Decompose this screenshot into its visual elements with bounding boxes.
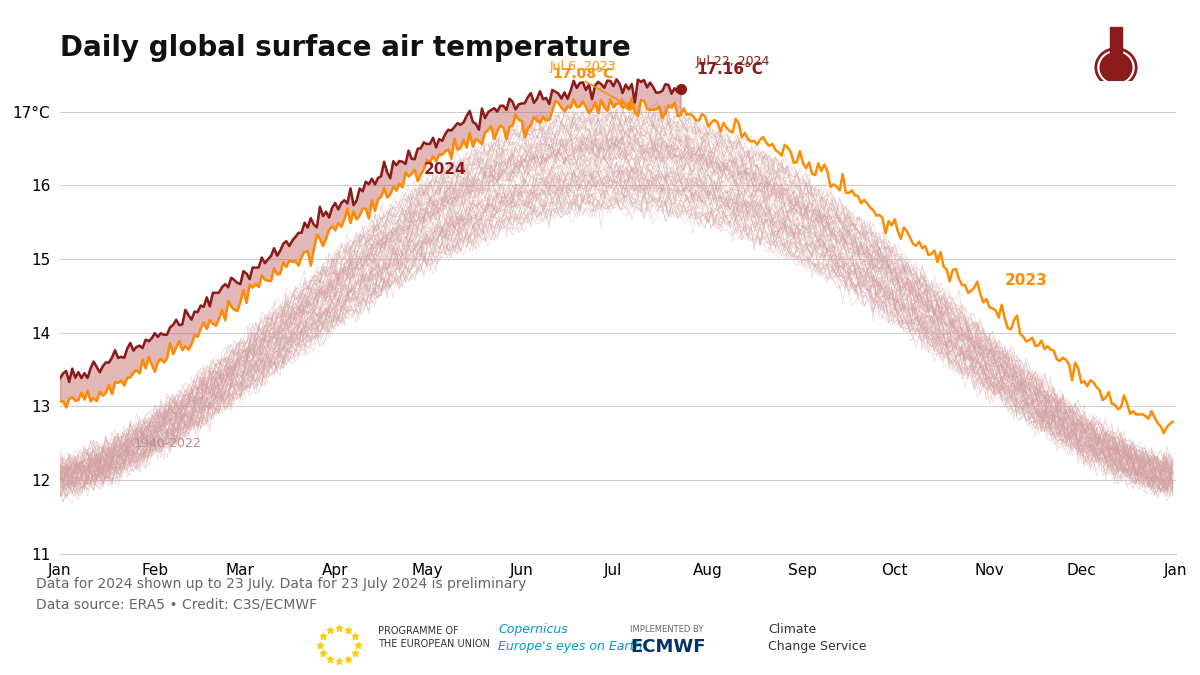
Text: Daily global surface air temperature: Daily global surface air temperature [60,34,631,61]
Text: PROGRAMME OF
THE EUROPEAN UNION: PROGRAMME OF THE EUROPEAN UNION [378,626,490,649]
Text: 2024: 2024 [424,162,467,178]
Text: 17.16°C: 17.16°C [696,62,763,77]
Text: 1940-2022: 1940-2022 [133,437,202,450]
Text: ECMWF: ECMWF [630,638,706,655]
Text: Jul 22, 2024: Jul 22, 2024 [696,55,770,68]
Text: IMPLEMENTED BY: IMPLEMENTED BY [630,625,703,644]
Text: Climate
Change Service: Climate Change Service [768,623,866,653]
Text: Jul 6, 2023: Jul 6, 2023 [550,61,616,74]
Text: 2023: 2023 [1004,273,1048,288]
Text: Data for 2024 shown up to 23 July. Data for 23 July 2024 is preliminary: Data for 2024 shown up to 23 July. Data … [36,577,527,591]
Text: Data source: ERA5 • Credit: C3S/ECMWF: Data source: ERA5 • Credit: C3S/ECMWF [36,597,317,612]
Text: 17.08°C: 17.08°C [552,67,613,81]
Text: Copernicus
Europe's eyes on Earth: Copernicus Europe's eyes on Earth [498,623,642,653]
Bar [1110,27,1122,68]
Circle shape [1100,53,1132,82]
